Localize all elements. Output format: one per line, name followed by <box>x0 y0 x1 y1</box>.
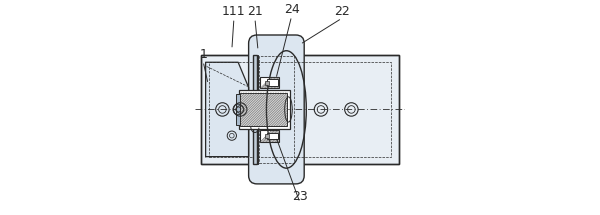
Bar <box>268 80 278 86</box>
Bar <box>265 80 269 85</box>
Text: 22: 22 <box>334 5 350 18</box>
FancyBboxPatch shape <box>248 35 304 184</box>
Bar <box>260 131 279 142</box>
Bar <box>209 62 391 157</box>
Bar <box>268 133 278 140</box>
Bar <box>202 55 398 164</box>
Bar <box>259 56 294 163</box>
Text: 1: 1 <box>199 48 207 61</box>
Bar <box>236 94 240 125</box>
Bar <box>265 134 269 138</box>
Text: 111: 111 <box>222 5 246 18</box>
Text: 24: 24 <box>284 3 299 16</box>
Bar <box>239 89 290 129</box>
Bar <box>202 55 398 164</box>
Text: 23: 23 <box>292 190 308 203</box>
Bar <box>240 93 287 126</box>
Polygon shape <box>206 62 248 157</box>
Text: 21: 21 <box>247 5 263 18</box>
Bar <box>253 55 257 164</box>
Bar <box>257 55 258 164</box>
Bar <box>260 77 279 89</box>
